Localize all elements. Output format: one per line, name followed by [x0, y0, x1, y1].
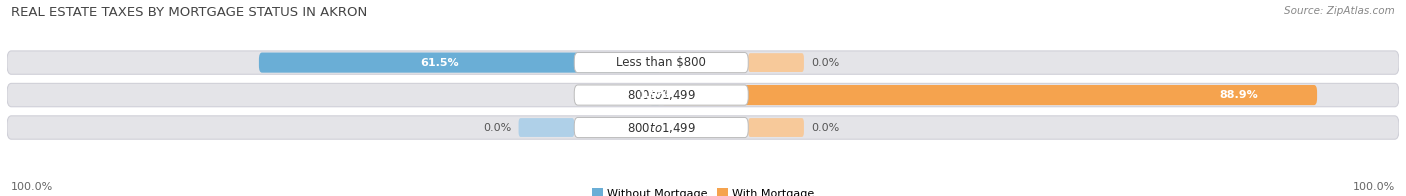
FancyBboxPatch shape: [648, 85, 661, 105]
Text: 0.0%: 0.0%: [811, 122, 839, 132]
Text: 88.9%: 88.9%: [1219, 90, 1258, 100]
FancyBboxPatch shape: [574, 53, 748, 73]
Legend: Without Mortgage, With Mortgage: Without Mortgage, With Mortgage: [592, 189, 814, 196]
Text: $800 to $1,499: $800 to $1,499: [627, 121, 696, 134]
Text: 100.0%: 100.0%: [11, 182, 53, 192]
Text: 0.0%: 0.0%: [811, 58, 839, 68]
FancyBboxPatch shape: [661, 85, 1317, 105]
Text: 100.0%: 100.0%: [1353, 182, 1395, 192]
FancyBboxPatch shape: [7, 83, 1399, 107]
Text: 1.9%: 1.9%: [638, 90, 669, 100]
Text: $800 to $1,499: $800 to $1,499: [627, 88, 696, 102]
FancyBboxPatch shape: [748, 118, 804, 137]
FancyBboxPatch shape: [7, 116, 1399, 139]
FancyBboxPatch shape: [519, 118, 574, 137]
FancyBboxPatch shape: [259, 53, 661, 73]
FancyBboxPatch shape: [574, 85, 748, 105]
Text: Source: ZipAtlas.com: Source: ZipAtlas.com: [1284, 6, 1395, 16]
Text: REAL ESTATE TAXES BY MORTGAGE STATUS IN AKRON: REAL ESTATE TAXES BY MORTGAGE STATUS IN …: [11, 6, 367, 19]
FancyBboxPatch shape: [748, 53, 804, 72]
FancyBboxPatch shape: [7, 51, 1399, 74]
FancyBboxPatch shape: [574, 117, 748, 138]
Text: 0.0%: 0.0%: [484, 122, 512, 132]
Text: 61.5%: 61.5%: [420, 58, 460, 68]
Text: Less than $800: Less than $800: [616, 56, 706, 69]
